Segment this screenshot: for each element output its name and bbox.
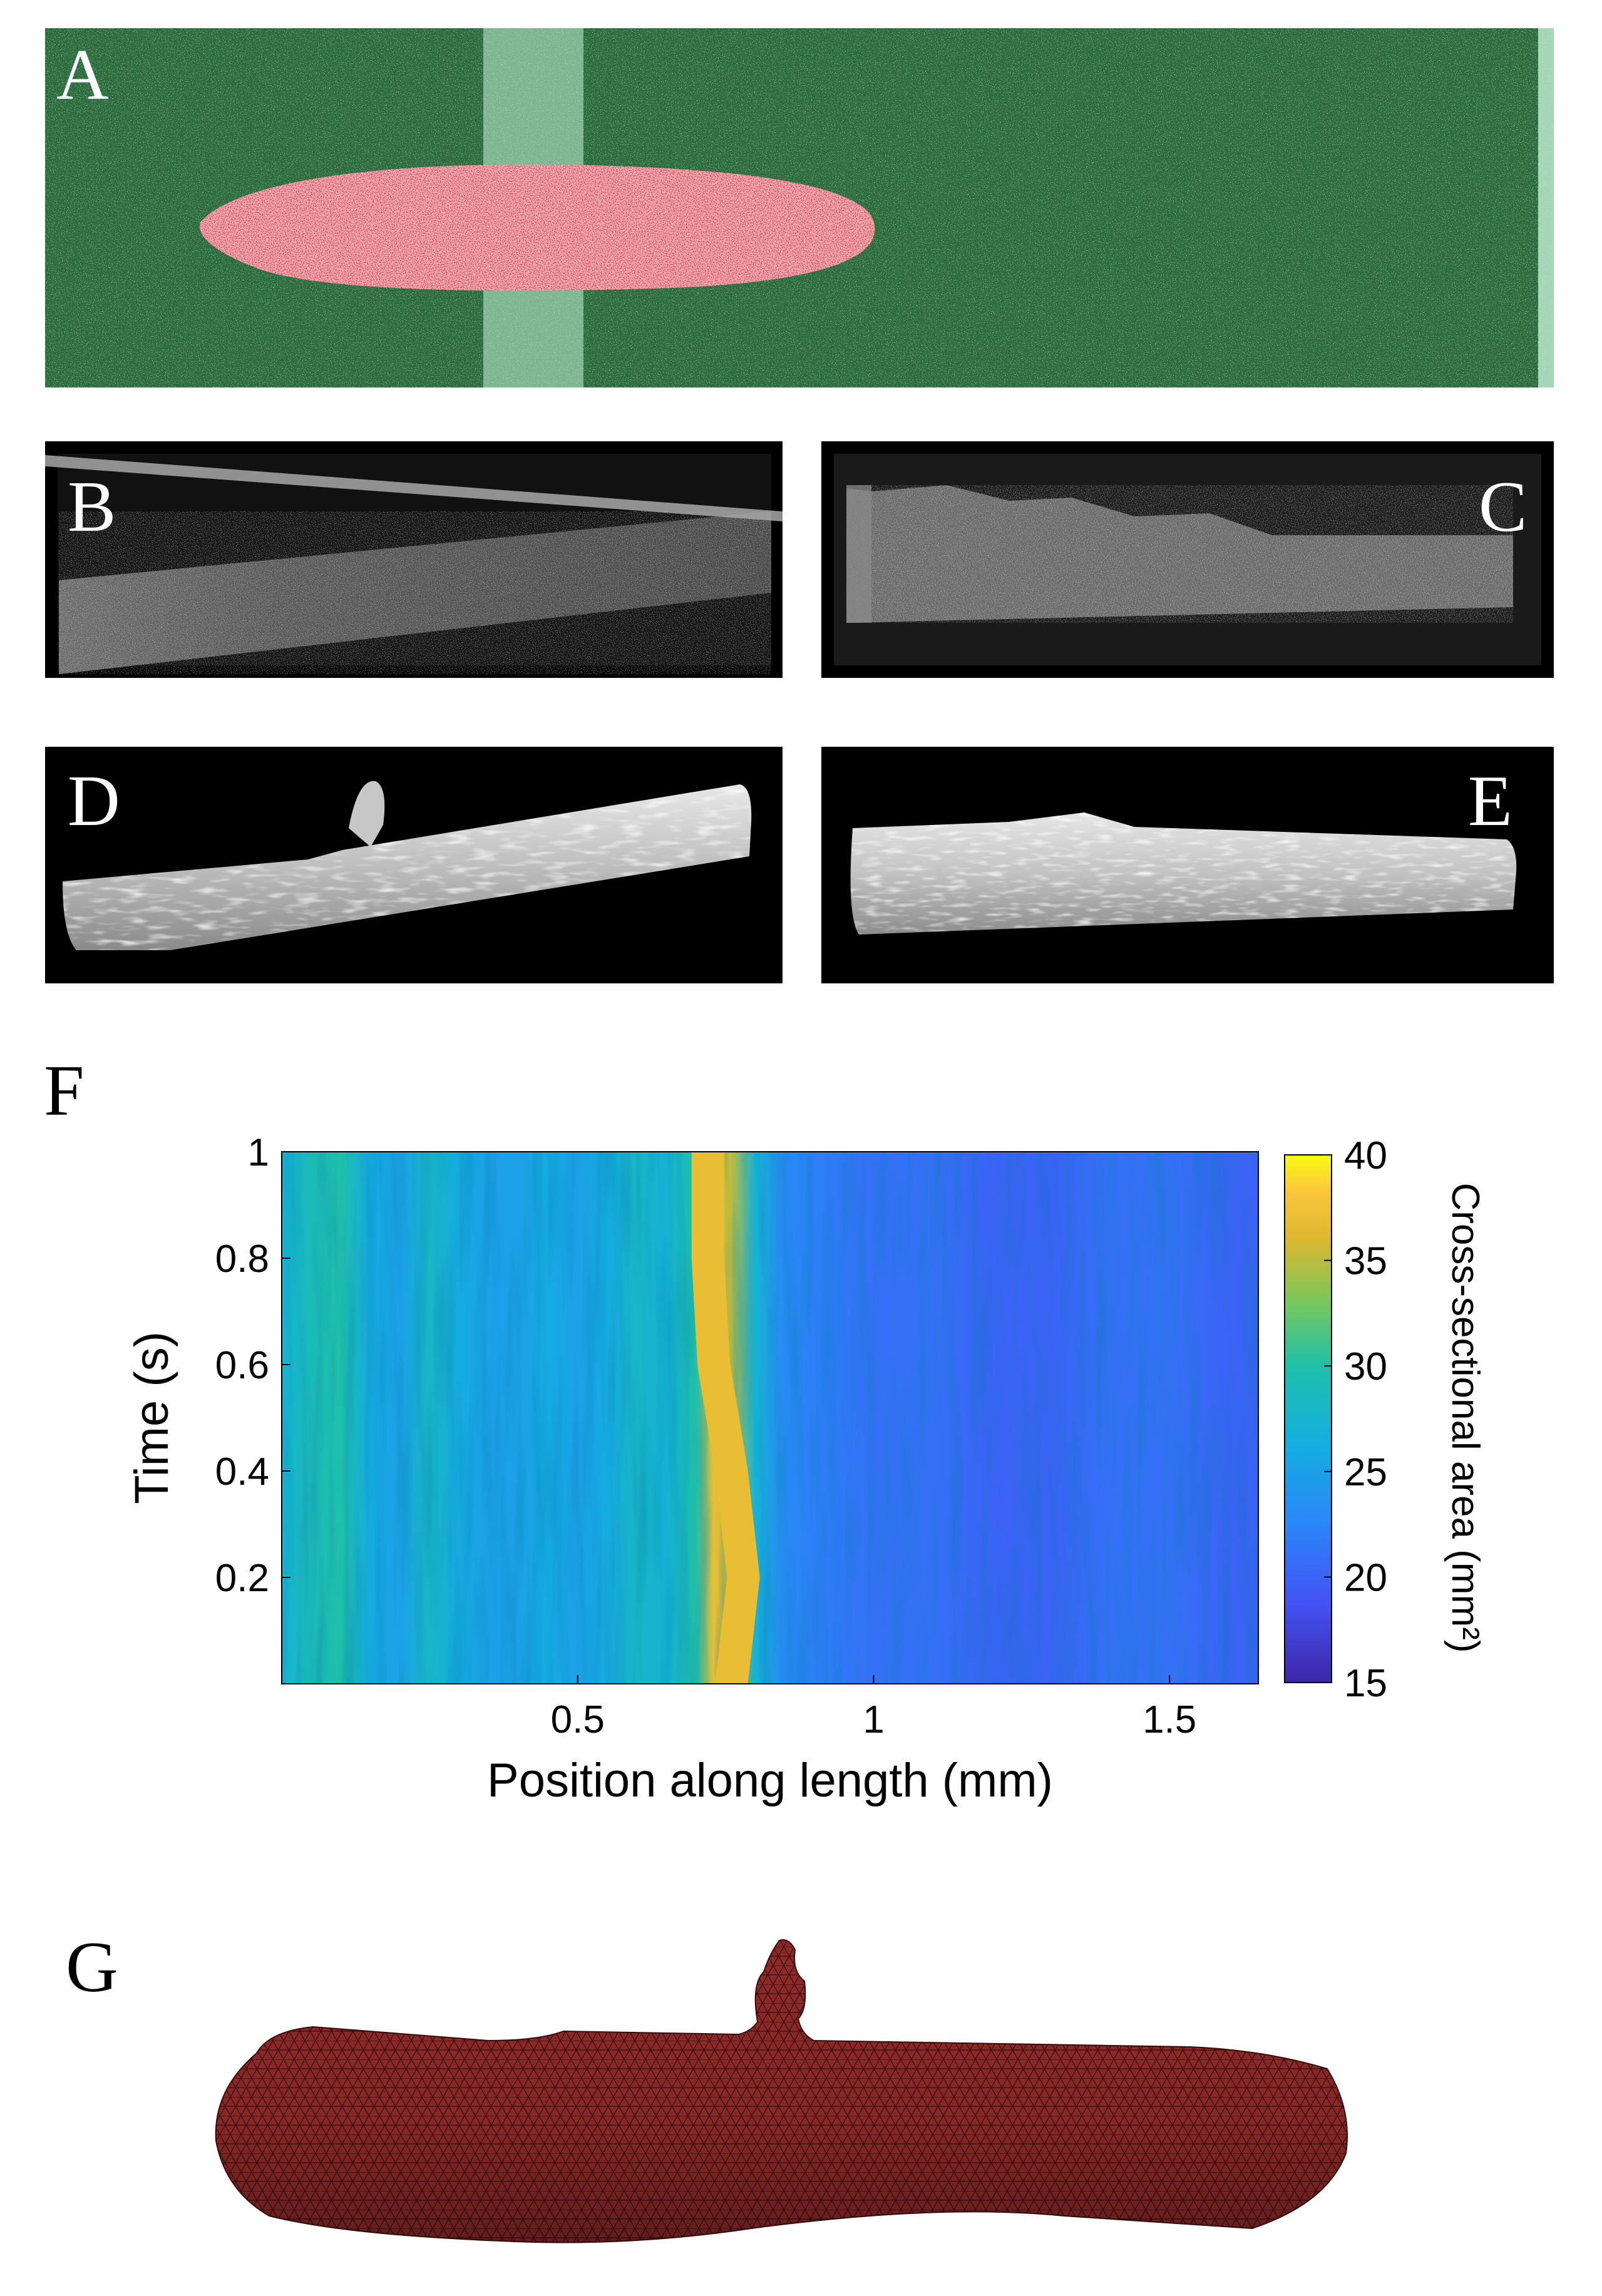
heatmap-ridge [691, 1152, 760, 1684]
colorbar-axis: 15 20 25 30 35 40 [1324, 1134, 1387, 1705]
panel-label-b: B [68, 467, 116, 547]
colorbar-tick-label: 20 [1344, 1556, 1387, 1599]
panel-b-image [45, 441, 783, 678]
panel-label-g: G [66, 1927, 118, 2007]
panel-label-f: F [44, 1051, 85, 1131]
colorbar-tick-label: 35 [1344, 1240, 1387, 1283]
panel-d-image [45, 747, 783, 983]
panel-a-image [45, 28, 1554, 387]
panel-label-c: C [1479, 467, 1528, 547]
x-axis-label: Position along length (mm) [487, 1754, 1053, 1807]
y-tick-label: 1 [248, 1131, 269, 1174]
y-tick-label: 0.4 [215, 1450, 269, 1494]
y-axis: 0.2 0.4 0.6 0.8 1 [215, 1131, 290, 1600]
y-tick-label: 0.6 [215, 1344, 269, 1387]
panel-a-segmentation [45, 28, 1554, 387]
colorbar-label: Cross-sectional area (mm²) [1444, 1182, 1487, 1653]
x-tick-label: 1 [863, 1698, 884, 1741]
colorbar [1284, 1154, 1332, 1683]
cross-section-heatmap: 0.5 1 1.5 0.2 0.4 0.6 0.8 1 Position along len… [125, 1131, 1487, 1807]
plot-frame [281, 1151, 1259, 1684]
colorbar-tick-label: 25 [1344, 1451, 1387, 1494]
x-tick-label: 1.5 [1142, 1698, 1196, 1741]
x-tick-label: 0.5 [551, 1698, 605, 1741]
y-tick-label: 0.8 [215, 1238, 269, 1281]
panel-c-image [821, 441, 1554, 678]
y-tick-label: 0.2 [215, 1557, 269, 1600]
y-axis-label: Time (s) [125, 1331, 178, 1504]
needle [45, 455, 783, 521]
branch [349, 781, 385, 847]
panel-g-image [188, 1890, 1377, 2278]
panel-label-a: A [56, 35, 109, 115]
colorbar-tick-label: 30 [1344, 1345, 1387, 1388]
panel-e-image [821, 747, 1554, 983]
x-axis: 0.5 1 1.5 [551, 1675, 1196, 1741]
colorbar-tick-label: 15 [1344, 1662, 1387, 1705]
panel-label-d: D [68, 761, 120, 841]
colorbar-tick-label: 40 [1344, 1134, 1387, 1177]
panel-label-e: E [1468, 761, 1512, 841]
